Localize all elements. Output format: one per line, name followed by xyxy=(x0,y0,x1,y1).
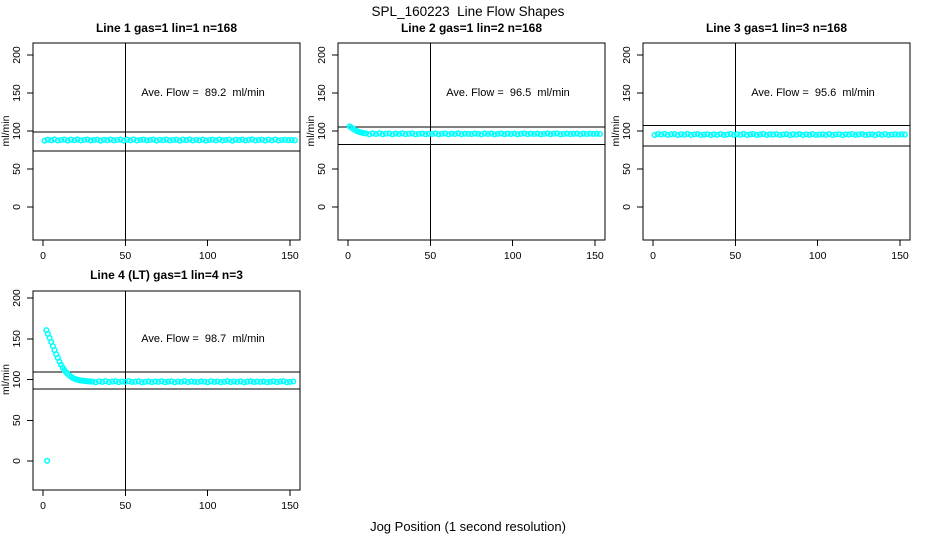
y-tick-label: 50 xyxy=(11,414,23,426)
y-tick-label: 0 xyxy=(621,204,633,210)
y-tick-label: 200 xyxy=(11,46,23,64)
y-tick-label: 150 xyxy=(11,84,23,102)
panel-2-ave-flow-annotation: Ave. Flow = 96.5 ml/min xyxy=(446,87,570,99)
y-tick-label: 0 xyxy=(11,204,23,210)
page-title: SPL_160223 Line Flow Shapes xyxy=(371,4,565,19)
x-tick-label: 100 xyxy=(504,250,522,262)
y-tick-label: 100 xyxy=(621,122,633,140)
x-tick-label: 100 xyxy=(199,250,217,262)
y-tick-label: 200 xyxy=(316,46,328,64)
x-tick-label: 50 xyxy=(119,250,131,262)
panel-2-plot: 0 50 100 150 0 50 100 150 200 ml/min xyxy=(305,42,606,262)
panel-4-data-points xyxy=(43,327,297,464)
panel-2-data-points xyxy=(346,123,603,138)
y-axis-label: ml/min xyxy=(305,115,317,146)
panel-4-plot: 0 50 100 150 0 50 100 150 200 ml/min xyxy=(0,289,301,512)
y-axis-label: ml/min xyxy=(610,115,622,146)
y-tick-label: 0 xyxy=(316,204,328,210)
x-tick-label: 150 xyxy=(281,250,299,262)
x-tick-label: 0 xyxy=(40,500,46,512)
plot-box xyxy=(337,42,606,241)
y-tick-label: 150 xyxy=(316,84,328,102)
x-tick-label: 150 xyxy=(891,250,909,262)
y-tick-label: 50 xyxy=(11,163,23,175)
x-axis-label: Jog Position (1 second resolution) xyxy=(370,519,566,534)
y-axis-label: ml/min xyxy=(0,115,12,146)
panel-2-title: Line 2 gas=1 lin=2 n=168 xyxy=(400,21,543,35)
x-tick-label: 50 xyxy=(729,250,741,262)
panel-3-plot: 0 50 100 150 0 50 100 150 200 ml/min xyxy=(610,42,911,262)
y-tick-label: 100 xyxy=(11,371,23,389)
panel-4-ave-flow-annotation: Ave. Flow = 98.7 ml/min xyxy=(141,333,265,345)
x-tick-label: 0 xyxy=(40,250,46,262)
panel-1-data-points xyxy=(41,136,298,144)
panel-1-title: Line 1 gas=1 lin=1 n=168 xyxy=(95,21,238,35)
y-tick-label: 200 xyxy=(621,46,633,64)
plot-box xyxy=(32,42,301,241)
panel-1-ave-flow-annotation: Ave. Flow = 89.2 ml/min xyxy=(141,87,265,99)
y-tick-label: 50 xyxy=(621,163,633,175)
x-tick-label: 0 xyxy=(345,250,351,262)
x-tick-label: 100 xyxy=(199,500,217,512)
y-tick-label: 50 xyxy=(316,163,328,175)
y-tick-label: 100 xyxy=(11,122,23,140)
x-tick-label: 150 xyxy=(586,250,604,262)
y-tick-label: 100 xyxy=(316,122,328,140)
x-tick-label: 100 xyxy=(809,250,827,262)
panel-3-ave-flow-annotation: Ave. Flow = 95.6 ml/min xyxy=(751,87,875,99)
panel-3-data-points xyxy=(651,130,908,139)
panel-4-title: Line 4 (LT) gas=1 lin=4 n=3 xyxy=(90,268,243,282)
x-tick-label: 50 xyxy=(424,250,436,262)
y-tick-label: 200 xyxy=(11,289,23,307)
panel-3-title: Line 3 gas=1 lin=3 n=168 xyxy=(705,21,848,35)
y-axis-label: ml/min xyxy=(0,364,12,395)
y-tick-label: 150 xyxy=(11,330,23,348)
y-tick-label: 0 xyxy=(11,458,23,464)
x-tick-label: 0 xyxy=(650,250,656,262)
x-tick-label: 150 xyxy=(281,500,299,512)
y-tick-label: 150 xyxy=(621,84,633,102)
plot-box xyxy=(32,290,301,491)
plot-box xyxy=(642,42,911,241)
panel-1-plot: 0 50 100 150 0 50 100 150 200 ml/min xyxy=(0,42,301,262)
x-tick-label: 50 xyxy=(119,500,131,512)
